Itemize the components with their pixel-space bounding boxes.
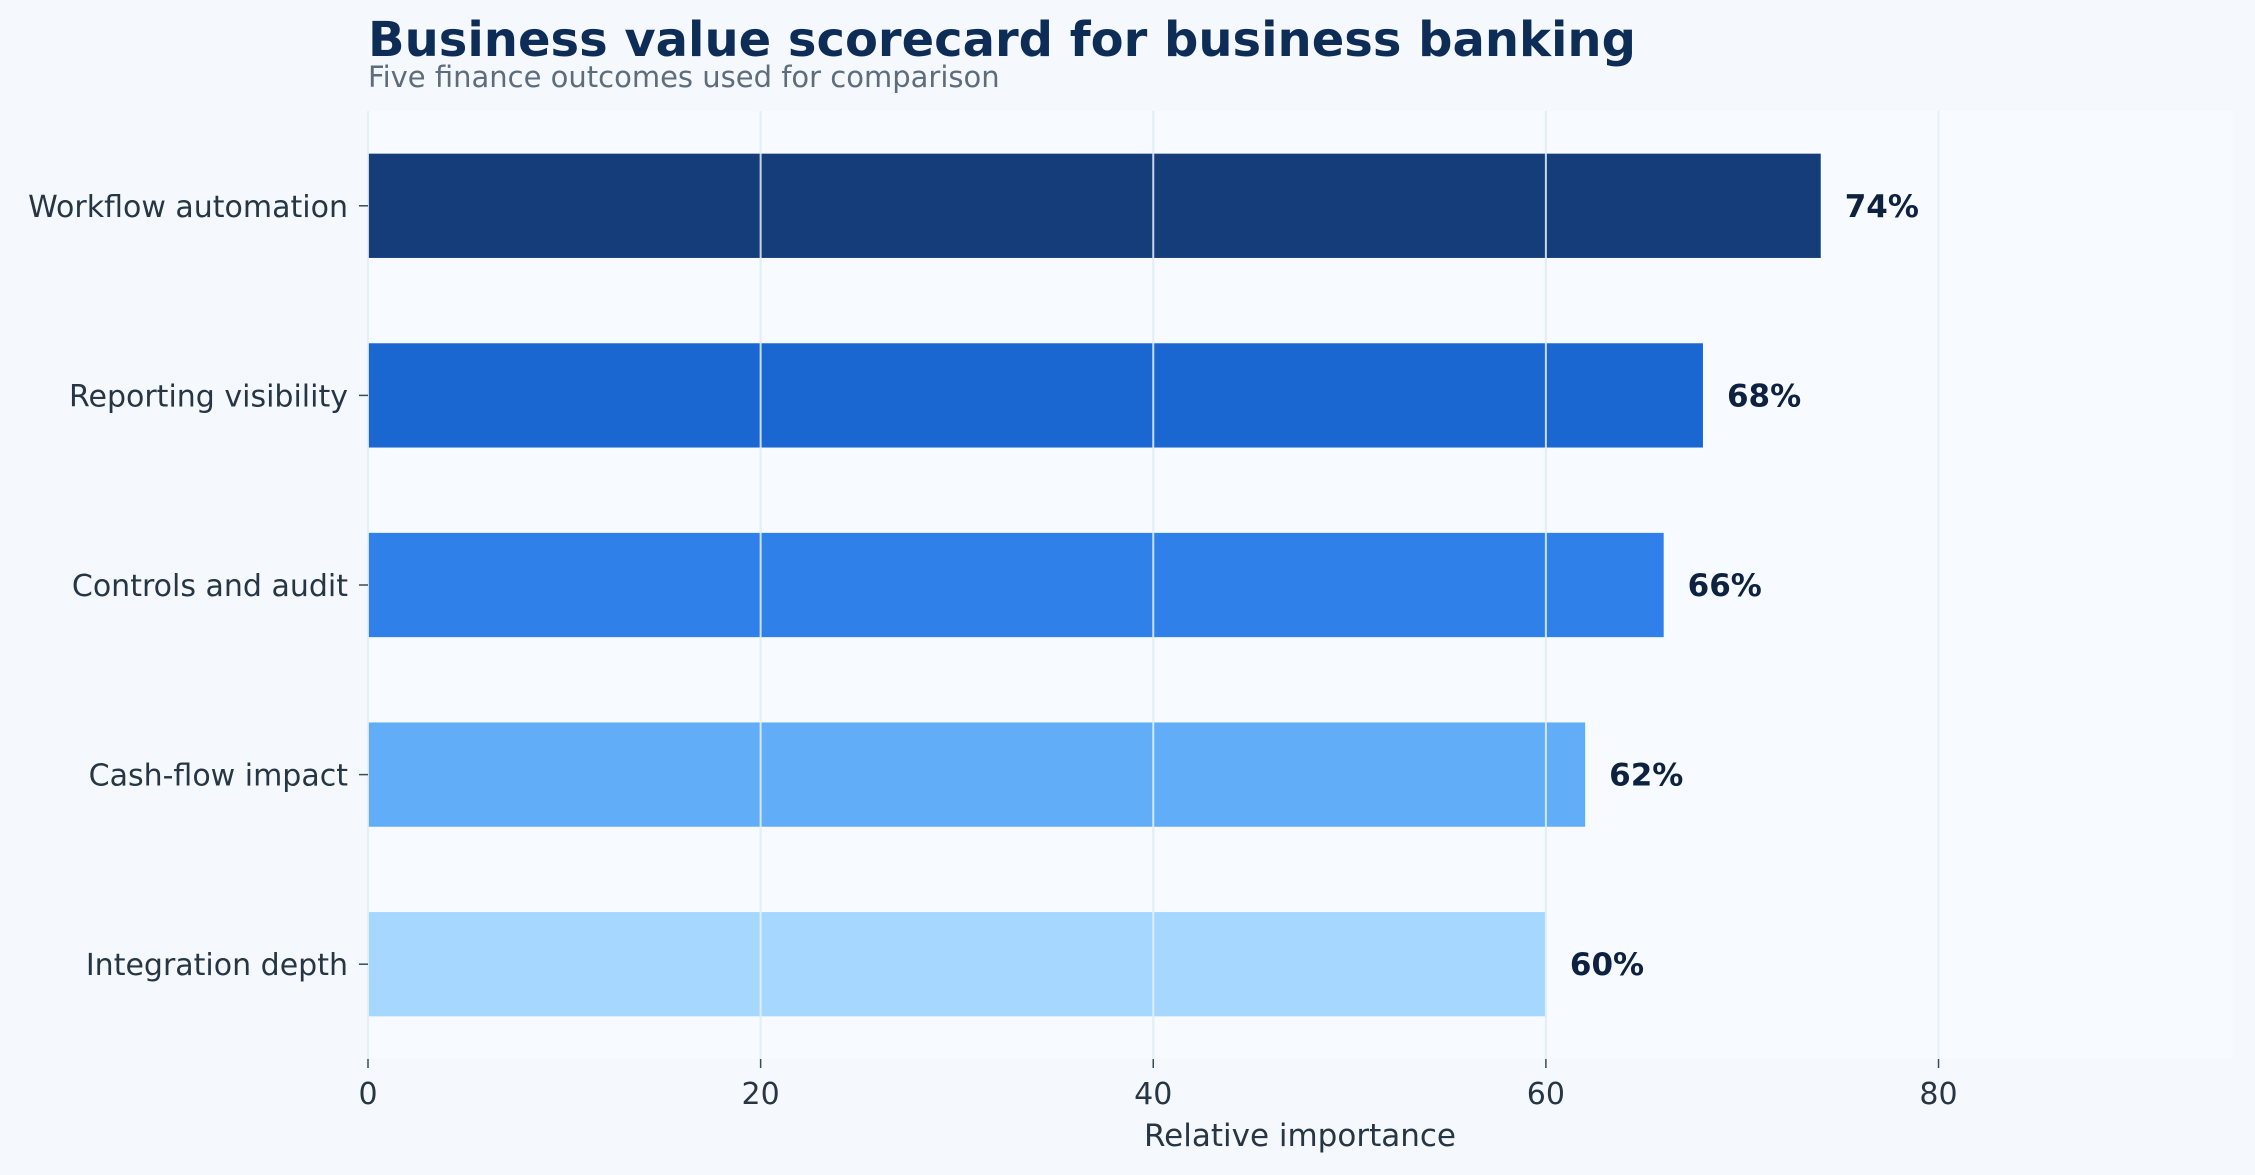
value-label: 66% xyxy=(1688,568,1762,604)
value-label: 68% xyxy=(1727,378,1801,414)
chart-subtitle: Five finance outcomes used for compariso… xyxy=(368,60,1000,94)
chart-title: Business value scorecard for business ba… xyxy=(368,12,1636,68)
value-label: 60% xyxy=(1570,947,1644,983)
category-label: Integration depth xyxy=(86,948,348,983)
bar-workflow-automation xyxy=(368,153,1821,258)
category-label: Controls and audit xyxy=(72,569,348,604)
x-tick-label: 40 xyxy=(1134,1077,1172,1112)
x-tick-label: 20 xyxy=(742,1077,780,1112)
bar-integration-depth xyxy=(368,912,1546,1017)
x-tick-label: 80 xyxy=(1919,1077,1957,1112)
value-label: 74% xyxy=(1845,189,1919,225)
category-label: Cash-flow impact xyxy=(89,759,349,794)
category-label: Reporting visibility xyxy=(69,379,348,414)
category-label: Workflow automation xyxy=(28,190,348,225)
bars xyxy=(368,153,1821,1017)
value-label: 62% xyxy=(1609,758,1683,794)
x-tick-label: 0 xyxy=(358,1077,377,1112)
x-axis-title: Relative importance xyxy=(1144,1118,1456,1154)
bar-cash-flow-impact xyxy=(368,722,1586,827)
labels: 0 20 40 60 80 Workflow automation 74% Reporting… xyxy=(28,189,1958,1112)
x-tick-label: 60 xyxy=(1527,1077,1565,1112)
bar-reporting-visibility xyxy=(368,343,1703,448)
bar-controls-and-audit xyxy=(368,532,1664,638)
